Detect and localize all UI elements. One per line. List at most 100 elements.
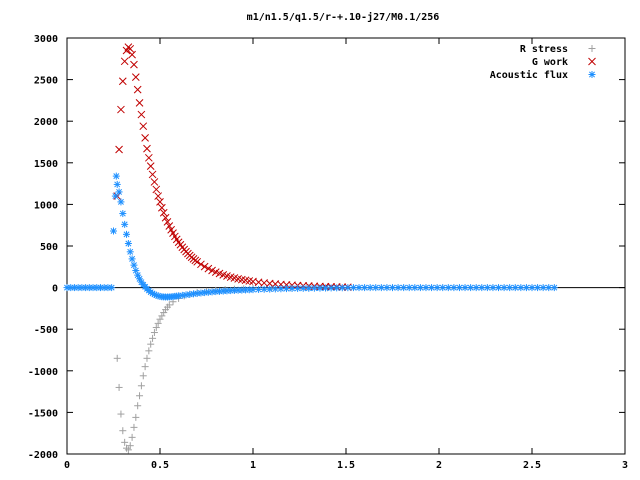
y-tick-label: -2000 xyxy=(28,450,58,461)
y-tick-label: 3000 xyxy=(34,34,58,45)
data-point xyxy=(333,284,341,292)
x-tick-label: 2 xyxy=(436,460,442,471)
plot-area xyxy=(66,37,626,455)
data-point xyxy=(158,312,166,320)
data-point xyxy=(517,284,525,292)
data-point xyxy=(137,382,145,390)
data-point xyxy=(123,230,131,238)
y-tick-label: -1000 xyxy=(28,367,58,378)
data-point xyxy=(361,284,369,292)
data-point xyxy=(148,170,157,179)
data-point xyxy=(121,220,129,228)
data-point xyxy=(112,172,120,180)
y-tick-label: -1500 xyxy=(28,408,58,419)
data-point xyxy=(134,402,142,410)
legend-label: R stress xyxy=(520,44,568,55)
data-point xyxy=(146,162,155,170)
data-point xyxy=(115,188,123,196)
data-point xyxy=(141,133,149,142)
data-point xyxy=(208,266,216,275)
data-point xyxy=(294,284,302,292)
data-point xyxy=(299,284,307,292)
data-point xyxy=(126,442,134,450)
data-point xyxy=(154,319,162,327)
chart-title: m1/n1.5/q1.5/r-+.10-j27/M0.1/256 xyxy=(247,11,440,23)
data-point xyxy=(130,423,138,431)
data-point xyxy=(344,284,352,292)
data-point xyxy=(193,257,202,266)
x-tick-label: 1 xyxy=(250,460,256,471)
y-tick-label: 1500 xyxy=(34,159,58,170)
data-point xyxy=(150,178,159,186)
legend-label: G work xyxy=(532,57,568,68)
data-point xyxy=(119,427,127,435)
data-point xyxy=(156,198,164,206)
data-point xyxy=(128,433,136,441)
data-point xyxy=(472,284,480,292)
data-point xyxy=(154,192,162,200)
data-point xyxy=(124,446,132,454)
x-tick-label: 0.5 xyxy=(151,460,169,471)
y-tick-label: 1000 xyxy=(34,200,58,211)
data-point xyxy=(200,262,209,271)
data-point xyxy=(145,347,153,355)
data-point xyxy=(131,73,140,81)
data-point xyxy=(522,284,530,292)
legend-marker xyxy=(588,45,596,52)
data-point xyxy=(150,329,158,337)
data-point xyxy=(141,363,149,371)
data-point xyxy=(144,153,153,162)
data-point xyxy=(133,85,142,94)
data-point xyxy=(128,50,136,59)
data-point xyxy=(165,222,174,230)
legend-marker xyxy=(588,57,596,66)
data-point xyxy=(528,284,536,292)
data-point xyxy=(147,340,155,348)
data-point xyxy=(132,413,140,421)
data-point xyxy=(108,284,116,292)
y-tick-label: 0 xyxy=(52,284,58,295)
data-point xyxy=(143,354,151,362)
x-tick-label: 3 xyxy=(622,460,628,471)
data-point xyxy=(110,227,117,235)
series-g-work xyxy=(113,43,352,292)
data-point xyxy=(139,122,148,131)
data-point xyxy=(149,334,157,342)
data-point xyxy=(111,192,119,200)
data-point xyxy=(117,410,125,418)
data-point xyxy=(128,255,136,263)
data-point xyxy=(136,392,144,400)
data-point xyxy=(550,284,558,292)
y-tick-label: 500 xyxy=(40,242,58,253)
data-point xyxy=(119,210,127,218)
data-point xyxy=(444,284,452,292)
data-point xyxy=(130,261,138,269)
data-point xyxy=(197,260,205,269)
data-point xyxy=(143,144,151,153)
legend-label: Acoustic flux xyxy=(490,69,568,81)
data-point xyxy=(118,77,127,86)
data-point xyxy=(135,99,144,107)
data-point xyxy=(159,208,168,217)
y-tick-label: 2000 xyxy=(34,117,58,128)
data-point xyxy=(158,203,166,212)
data-point xyxy=(121,438,129,446)
data-point xyxy=(113,180,121,188)
data-point xyxy=(126,248,134,256)
data-point xyxy=(204,264,213,273)
data-point xyxy=(117,198,125,206)
data-point xyxy=(115,145,123,154)
y-tick-label: 2500 xyxy=(34,76,58,87)
data-point xyxy=(165,301,173,309)
x-tick-label: 1.5 xyxy=(337,460,355,471)
data-point xyxy=(266,285,274,293)
data-point xyxy=(316,284,324,292)
y-tick-label: -500 xyxy=(34,325,58,336)
data-point xyxy=(139,372,147,380)
data-point xyxy=(161,213,170,222)
plot-frame xyxy=(66,37,626,455)
data-point xyxy=(152,324,160,332)
data-point xyxy=(115,383,123,391)
data-point xyxy=(117,105,125,114)
